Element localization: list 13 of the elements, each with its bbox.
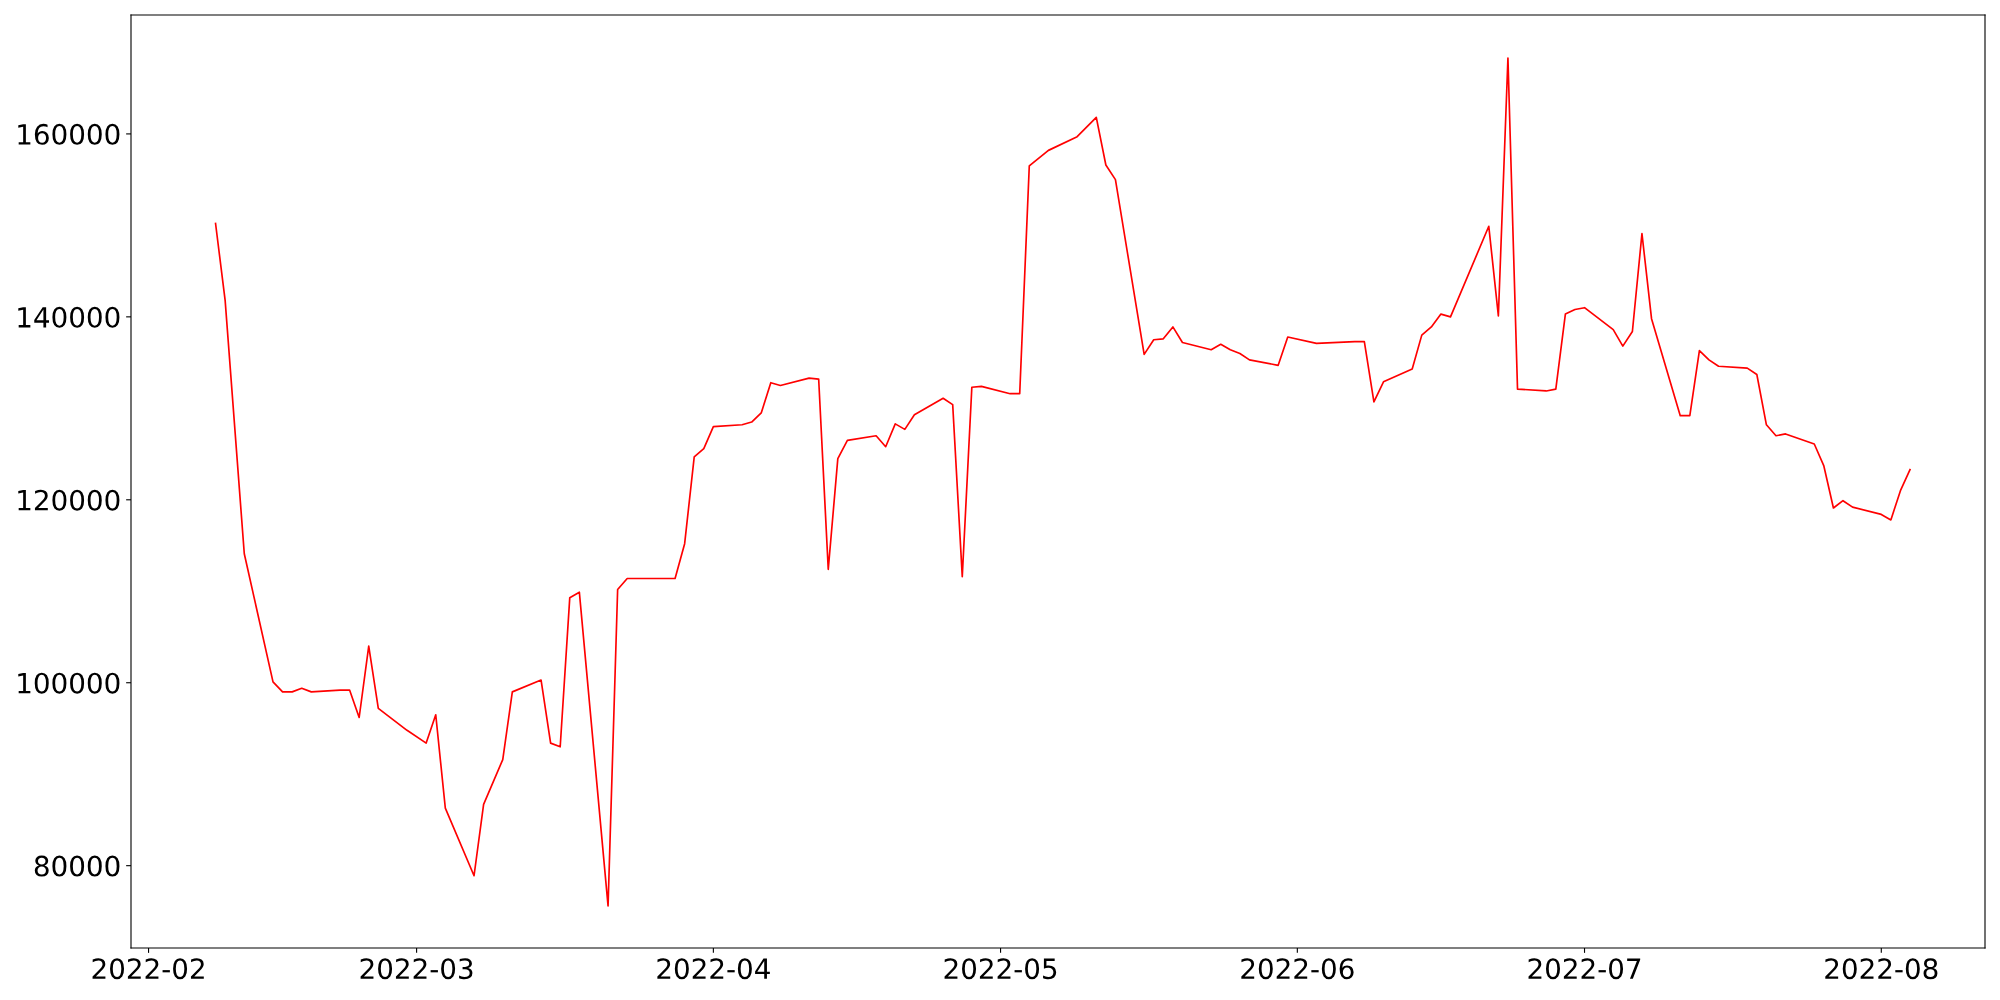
x-tick-label: 2022-07 (1528, 958, 1641, 980)
x-tick-label: 2022-04 (657, 958, 770, 980)
x-tick-label: 2022-05 (944, 958, 1057, 980)
y-tick-label: 100000 (18, 672, 120, 694)
y-tick-label: 160000 (18, 123, 120, 145)
x-tick-label: 2022-02 (92, 958, 204, 980)
x-tick-label: 2022-08 (1825, 958, 1938, 980)
x-tick-label: 2022-03 (360, 958, 473, 980)
y-tick-label: 80000 (34, 855, 120, 877)
x-tick-label: 2022-06 (1241, 958, 1354, 980)
y-tick-label: 140000 (18, 306, 120, 328)
line-series (214, 57, 1911, 907)
y-tick-label: 120000 (18, 489, 120, 511)
